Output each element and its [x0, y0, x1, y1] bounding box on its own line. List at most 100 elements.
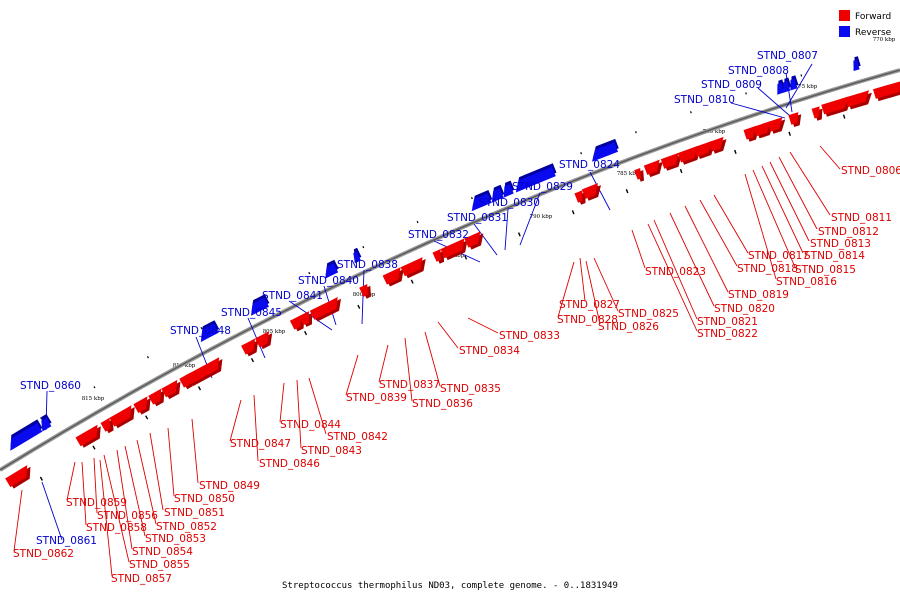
forward-gene-arrow[interactable]: [708, 136, 724, 152]
forward-gene-arrow[interactable]: [309, 297, 338, 320]
forward-gene-arrow[interactable]: [5, 465, 28, 488]
forward-gene-arrow[interactable]: [75, 424, 98, 447]
gene-label[interactable]: STND_0845: [221, 307, 282, 319]
forward-gene-arrow[interactable]: [753, 121, 771, 137]
forward-gene-arrow[interactable]: [298, 311, 309, 326]
gene-label[interactable]: STND_0827: [559, 299, 620, 311]
reverse-gene-arrow[interactable]: [503, 184, 514, 198]
forward-gene-arrow[interactable]: [359, 284, 368, 297]
reverse-gene-arrow[interactable]: [777, 82, 785, 95]
gene-label[interactable]: STND_0825: [618, 308, 679, 320]
forward-gene-arrow[interactable]: [109, 405, 132, 427]
gene-label[interactable]: STND_0857: [111, 573, 172, 585]
gene-label[interactable]: STND_0861: [36, 535, 97, 547]
forward-gene-arrow[interactable]: [432, 249, 442, 262]
reverse-gene-arrow[interactable]: [41, 417, 52, 432]
gene-label[interactable]: STND_0818: [737, 263, 798, 275]
forward-gene-arrow[interactable]: [634, 168, 641, 180]
reverse-gene-arrow[interactable]: [853, 59, 860, 71]
reverse-gene-arrow[interactable]: [783, 81, 791, 93]
forward-gene-arrow[interactable]: [148, 388, 162, 405]
reverse-gene-arrow[interactable]: [592, 142, 618, 162]
gene-label[interactable]: STND_0833: [499, 330, 560, 342]
reverse-gene-arrow[interactable]: [491, 188, 504, 203]
gene-label[interactable]: STND_0822: [697, 328, 758, 340]
forward-gene-arrow[interactable]: [100, 417, 111, 432]
gene-label[interactable]: STND_0849: [199, 480, 260, 492]
gene-label[interactable]: STND_0842: [327, 431, 388, 443]
gene-label[interactable]: STND_0808: [728, 65, 789, 77]
forward-gene-arrow[interactable]: [440, 238, 465, 259]
gene-label[interactable]: STND_0862: [13, 548, 74, 560]
forward-gene-arrow[interactable]: [845, 90, 870, 108]
forward-gene-arrow[interactable]: [185, 357, 220, 385]
forward-gene-arrow[interactable]: [289, 315, 301, 330]
gene-label[interactable]: STND_0835: [440, 383, 501, 395]
forward-gene-arrow[interactable]: [743, 126, 756, 140]
gene-label[interactable]: STND_0841: [262, 290, 323, 302]
gene-label[interactable]: STND_0852: [156, 521, 217, 533]
forward-gene-arrow[interactable]: [400, 257, 423, 277]
gene-label[interactable]: STND_0854: [132, 546, 193, 558]
gene-label[interactable]: STND_0826: [598, 321, 659, 333]
gene-label[interactable]: STND_0859: [66, 497, 127, 509]
gene-label[interactable]: STND_0832: [408, 229, 469, 241]
gene-label[interactable]: STND_0823: [645, 266, 706, 278]
gene-label[interactable]: STND_0820: [714, 303, 775, 315]
gene-label[interactable]: STND_0816: [776, 276, 837, 288]
reverse-gene-arrow[interactable]: [471, 193, 492, 212]
gene-label[interactable]: STND_0855: [129, 559, 190, 571]
gene-label[interactable]: STND_0814: [804, 250, 865, 262]
forward-gene-arrow[interactable]: [255, 331, 269, 348]
forward-gene-arrow[interactable]: [574, 190, 583, 203]
gene-label[interactable]: STND_0824: [559, 159, 620, 171]
reverse-gene-arrow[interactable]: [325, 263, 339, 279]
forward-gene-arrow[interactable]: [133, 396, 148, 413]
gene-label[interactable]: STND_0811: [831, 212, 892, 224]
forward-gene-arrow[interactable]: [677, 145, 698, 163]
forward-gene-arrow[interactable]: [873, 81, 900, 99]
forward-gene-arrow[interactable]: [821, 96, 849, 115]
forward-gene-arrow[interactable]: [582, 183, 598, 199]
gene-label[interactable]: STND_0828: [557, 314, 618, 326]
forward-gene-arrow[interactable]: [660, 152, 679, 169]
gene-label[interactable]: STND_0812: [818, 226, 879, 238]
gene-label[interactable]: STND_0839: [346, 392, 407, 404]
reverse-gene-arrow[interactable]: [251, 297, 269, 316]
forward-gene-arrow[interactable]: [161, 379, 178, 398]
gene-label[interactable]: STND_0853: [145, 533, 206, 545]
gene-label[interactable]: STND_0840: [298, 275, 359, 287]
forward-gene-arrow[interactable]: [382, 267, 401, 285]
gene-label[interactable]: STND_0858: [86, 522, 147, 534]
gene-label[interactable]: STND_0846: [259, 458, 320, 470]
gene-label[interactable]: STND_0856: [97, 510, 158, 522]
forward-gene-arrow[interactable]: [788, 112, 799, 125]
gene-label[interactable]: STND_0834: [459, 345, 520, 357]
gene-label[interactable]: STND_0851: [164, 507, 225, 519]
gene-label[interactable]: STND_0850: [174, 493, 235, 505]
gene-label[interactable]: STND_0843: [301, 445, 362, 457]
reverse-gene-arrow[interactable]: [10, 423, 43, 451]
reverse-gene-arrow[interactable]: [353, 251, 361, 264]
gene-label[interactable]: STND_0819: [728, 289, 789, 301]
gene-label[interactable]: STND_0837: [379, 379, 440, 391]
gene-label[interactable]: STND_0844: [280, 419, 341, 431]
forward-gene-arrow[interactable]: [693, 141, 712, 157]
gene-label[interactable]: STND_0813: [810, 238, 871, 250]
forward-gene-arrow[interactable]: [241, 338, 256, 355]
gene-label[interactable]: STND_0806: [841, 165, 900, 177]
gene-label[interactable]: STND_0817: [748, 250, 809, 262]
gene-label[interactable]: STND_0821: [697, 316, 758, 328]
gene-label[interactable]: STND_0836: [412, 398, 473, 410]
forward-gene-arrow[interactable]: [464, 231, 481, 248]
gene-label[interactable]: STND_0809: [701, 79, 762, 91]
reverse-gene-arrow[interactable]: [515, 166, 556, 193]
forward-gene-arrow[interactable]: [767, 117, 783, 132]
gene-label[interactable]: STND_0830: [479, 197, 540, 209]
gene-label[interactable]: STND_0847: [230, 438, 291, 450]
gene-label[interactable]: STND_0860: [20, 380, 81, 392]
gene-label[interactable]: STND_0848: [170, 325, 231, 337]
gene-label[interactable]: STND_0810: [674, 94, 735, 106]
forward-gene-arrow[interactable]: [811, 106, 820, 119]
gene-label[interactable]: STND_0807: [757, 50, 818, 62]
